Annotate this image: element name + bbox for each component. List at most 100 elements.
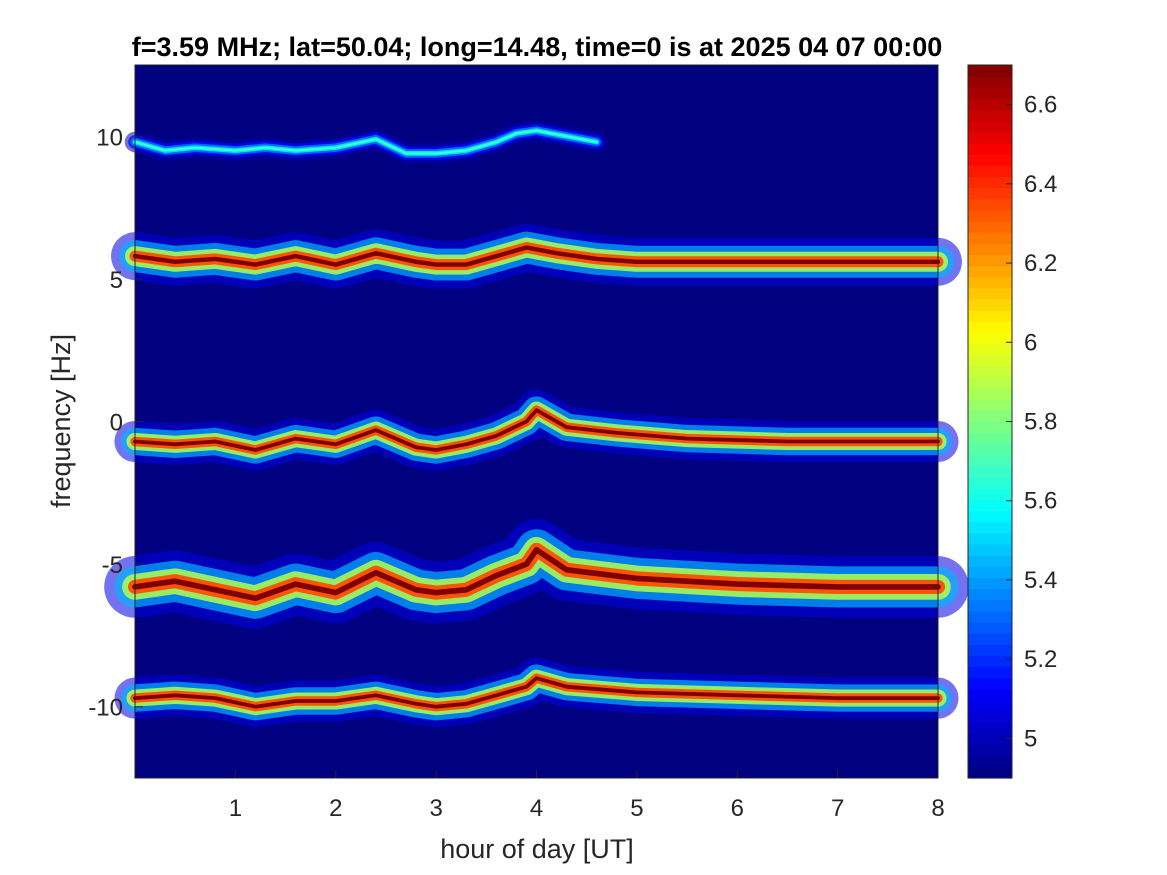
heatmap-traces <box>104 120 969 728</box>
colorbar-step <box>968 488 1012 501</box>
colorbar-step <box>968 98 1012 111</box>
x-tick-label: 3 <box>429 795 442 822</box>
colorbar-step <box>968 209 1012 222</box>
colorbar-step <box>968 76 1012 88</box>
colorbar-step <box>968 722 1012 735</box>
colorbar-step <box>968 466 1012 478</box>
x-axis-label: hour of day [UT] <box>440 834 634 864</box>
y-tick-label: -5 <box>102 552 123 579</box>
colorbar-step <box>968 120 1012 133</box>
colorbar-step <box>968 176 1012 189</box>
colorbar-step <box>968 287 1012 300</box>
trace-upper-band-4 <box>132 245 941 267</box>
trace-middle-band-4 <box>133 408 940 452</box>
colorbar-tick-label: 5.2 <box>1024 646 1057 673</box>
colorbar-step <box>968 265 1012 278</box>
colorbar-step <box>968 232 1012 244</box>
colorbar-step <box>968 410 1012 423</box>
colorbar-step <box>968 677 1012 690</box>
colorbar-step <box>968 644 1012 657</box>
colorbar-step <box>968 477 1012 489</box>
colorbar-step <box>968 220 1012 233</box>
colorbar-tick-label: 5.6 <box>1024 488 1057 515</box>
colorbar-step <box>968 666 1012 679</box>
colorbar-step <box>968 544 1012 556</box>
colorbar-step <box>968 343 1012 356</box>
colorbar-step <box>968 599 1012 612</box>
colorbar-step <box>968 187 1012 200</box>
colorbar-step <box>968 198 1012 211</box>
colorbar-tick-label: 6 <box>1024 329 1037 356</box>
colorbar-step <box>968 298 1012 311</box>
colorbar-tick-label: 6.2 <box>1024 250 1057 277</box>
colorbar-step <box>968 688 1012 701</box>
colorbar-step <box>968 87 1012 100</box>
colorbar-step <box>968 365 1012 378</box>
colorbar-step <box>968 310 1012 322</box>
colorbar-tick-label: 5.8 <box>1024 409 1057 436</box>
colorbar-step <box>968 321 1012 333</box>
colorbar-step <box>968 276 1012 289</box>
colorbar-step <box>968 622 1012 634</box>
x-tick-label: 1 <box>229 795 242 822</box>
colorbar-step <box>968 254 1012 267</box>
colorbar-step <box>968 655 1012 668</box>
x-axis: 1 2 3 4 5 6 7 8 <box>229 770 945 822</box>
colorbar-step <box>968 766 1012 779</box>
colorbar-step <box>968 711 1012 723</box>
colorbar-tick-label: 6.6 <box>1024 92 1057 119</box>
y-axis: -10 -5 0 5 10 <box>88 124 143 722</box>
colorbar-step <box>968 700 1012 712</box>
colorbar-step <box>968 421 1012 434</box>
trace-lower-band-4 <box>132 547 941 602</box>
colorbar-step <box>968 109 1012 122</box>
colorbar-step <box>968 131 1012 144</box>
x-tick-label: 5 <box>630 795 643 822</box>
colorbar-step <box>968 566 1012 579</box>
x-tick-label: 8 <box>931 795 944 822</box>
y-tick-label: 10 <box>96 124 123 151</box>
y-tick-label: 5 <box>110 267 123 294</box>
colorbar-tick-label: 5 <box>1024 725 1037 752</box>
plot-area <box>104 64 969 779</box>
colorbar-step <box>968 332 1012 345</box>
colorbar-tick-label: 6.4 <box>1024 171 1057 198</box>
x-tick-label: 4 <box>530 795 543 822</box>
x-tick-label: 7 <box>831 795 844 822</box>
colorbar: 5 5.2 5.4 5.6 5.8 6 6.2 6.4 6.6 <box>967 64 1057 779</box>
x-tick-label: 6 <box>731 795 744 822</box>
y-tick-label: -10 <box>88 695 123 722</box>
colorbar-step <box>968 532 1012 545</box>
colorbar-step <box>968 755 1012 768</box>
colorbar-step <box>968 577 1012 590</box>
colorbar-step <box>968 744 1012 757</box>
y-tick-label: 0 <box>110 410 123 437</box>
colorbar-step <box>968 154 1012 166</box>
colorbar-step <box>968 165 1012 178</box>
colorbar-step <box>968 354 1012 367</box>
colorbar-step <box>968 510 1012 523</box>
colorbar-step <box>968 733 1012 746</box>
colorbar-step <box>968 633 1012 645</box>
colorbar-step <box>968 555 1012 567</box>
colorbar-gradient <box>968 65 1012 779</box>
colorbar-tick-label: 5.4 <box>1024 567 1057 594</box>
colorbar-step <box>968 243 1012 255</box>
colorbar-step <box>968 610 1012 623</box>
trace-bottom-band-4 <box>133 676 940 709</box>
colorbar-step <box>968 142 1012 155</box>
colorbar-ticks: 5 5.2 5.4 5.6 5.8 6 6.2 6.4 6.6 <box>1006 92 1057 752</box>
colorbar-step <box>968 499 1012 512</box>
colorbar-step <box>968 521 1012 534</box>
trace-top-band-4 <box>134 129 598 155</box>
colorbar-step <box>968 432 1012 445</box>
colorbar-step <box>968 376 1012 389</box>
colorbar-step <box>968 399 1012 411</box>
chart-title: f=3.59 MHz; lat=50.04; long=14.48, time=… <box>132 32 942 62</box>
colorbar-step <box>968 388 1012 400</box>
colorbar-step <box>968 588 1012 601</box>
x-tick-label: 2 <box>329 795 342 822</box>
colorbar-step <box>968 443 1012 456</box>
colorbar-step <box>968 454 1012 467</box>
